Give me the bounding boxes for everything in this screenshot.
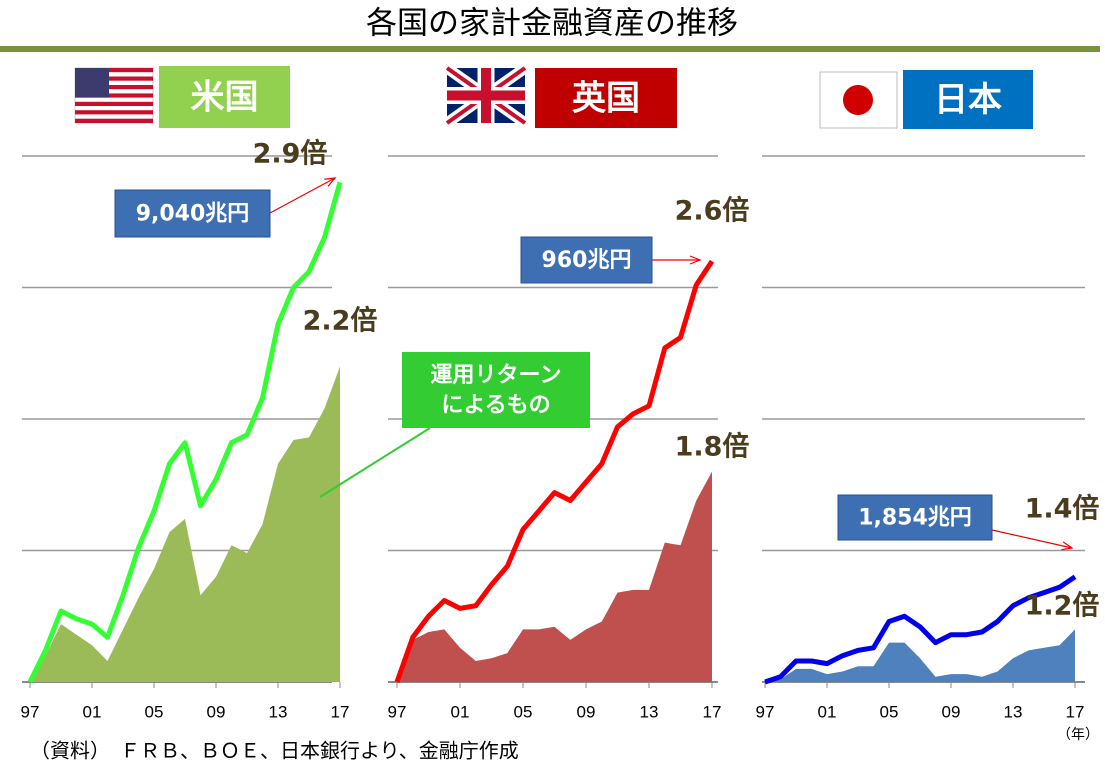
pointer xyxy=(991,529,1073,549)
country-label: 米国 xyxy=(191,78,259,118)
x-tick-label: 97 xyxy=(756,702,775,721)
country-header xyxy=(535,68,677,128)
line xyxy=(764,574,1077,685)
x-tick-label: 09 xyxy=(942,702,961,721)
total-box xyxy=(837,494,993,541)
line-multiple: 2.9倍 xyxy=(253,138,328,170)
callout-pointer xyxy=(319,427,431,498)
area xyxy=(30,366,340,682)
line xyxy=(27,181,343,684)
x-tick-label: 05 xyxy=(880,702,899,721)
area-multiple: 1.2倍 xyxy=(1025,590,1100,622)
area-multiple: 2.2倍 xyxy=(303,305,378,337)
x-tick-label: 17 xyxy=(1066,702,1085,721)
x-tick-label: 01 xyxy=(451,702,470,721)
country-label: 日本 xyxy=(934,80,1002,120)
us-flag xyxy=(74,67,154,124)
x-tick-label: 97 xyxy=(21,702,40,721)
source-note: （資料） ＦＲＢ、ＢＯＥ、日本銀行より、金融庁作成 xyxy=(30,739,519,763)
pointer-head xyxy=(324,177,337,187)
total-label: 1,854兆円 xyxy=(858,506,972,531)
x-tick-label: 09 xyxy=(207,702,226,721)
total-label: 960兆円 xyxy=(542,248,632,273)
country-header xyxy=(159,66,290,128)
area-multiple: 1.8倍 xyxy=(675,431,750,463)
pointer-head xyxy=(689,255,702,265)
callout-text: 運用リターン xyxy=(431,363,562,388)
x-tick-label: 09 xyxy=(577,702,596,721)
area xyxy=(397,471,712,682)
x-tick-label: 97 xyxy=(388,702,407,721)
x-tick-label: 17 xyxy=(331,702,350,721)
x-tick-label: 05 xyxy=(145,702,164,721)
x-tick-label: 17 xyxy=(703,702,722,721)
x-tick-label: 01 xyxy=(83,702,102,721)
jp-flag xyxy=(819,71,898,129)
page-title: 各国の家計金融資産の推移 xyxy=(366,6,738,42)
x-tick-label: 13 xyxy=(269,702,288,721)
country-header xyxy=(903,70,1033,129)
uk-flag xyxy=(443,63,529,128)
x-tick-label: 05 xyxy=(514,702,533,721)
total-box xyxy=(114,189,271,238)
callout-box xyxy=(402,352,590,428)
total-box xyxy=(520,236,653,284)
x-tick-label: 01 xyxy=(818,702,837,721)
title-rule xyxy=(0,46,1100,52)
line-multiple: 1.4倍 xyxy=(1025,493,1100,525)
total-label: 9,040兆円 xyxy=(136,202,250,227)
x-tick-label: 13 xyxy=(1004,702,1023,721)
pointer-head xyxy=(1061,541,1074,551)
pointer xyxy=(269,177,336,214)
area xyxy=(765,629,1075,682)
line xyxy=(394,259,715,683)
x-tick-label: 13 xyxy=(640,702,659,721)
x-unit: （年） xyxy=(1057,727,1099,743)
callout-text: によるもの xyxy=(441,393,550,418)
line-multiple: 2.6倍 xyxy=(675,195,750,227)
country-label: 英国 xyxy=(572,79,640,119)
